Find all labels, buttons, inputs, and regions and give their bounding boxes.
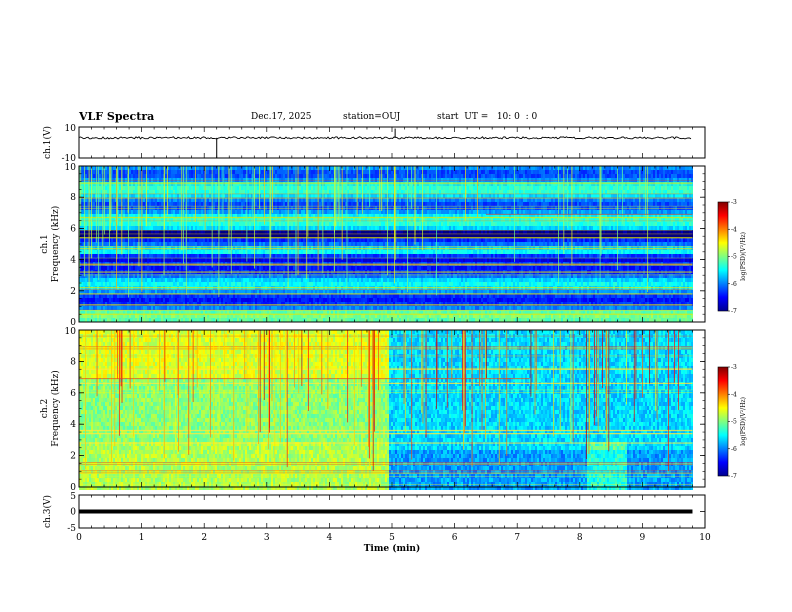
y-axis-label-channel: ch.2 (40, 399, 50, 418)
y-tick-label: 6 (70, 224, 76, 234)
y-tick-label: 0 (70, 508, 76, 518)
x-tick-label: 2 (201, 533, 207, 543)
colorbar-tick-label: -7 (731, 473, 737, 480)
y-tick-label: 10 (65, 124, 77, 134)
y-axis-label-frequency: Frequency (kHz) (50, 370, 61, 447)
x-tick-label: 7 (514, 533, 520, 543)
y-tick-label: 4 (70, 256, 76, 266)
y-tick-label: 10 (65, 163, 77, 173)
colorbar-tick-label: -3 (731, 199, 737, 206)
y-tick-label: 2 (70, 452, 76, 462)
x-axis-label: Time (min) (364, 543, 421, 554)
x-tick-label: 10 (699, 533, 711, 543)
y-tick-label: 2 (70, 287, 76, 297)
y-tick-label: 6 (70, 389, 76, 399)
start-time-label: start UT = 10: 0 : 0 (437, 112, 537, 122)
colorbar-tick-label: -6 (731, 446, 737, 453)
ch1-trace (78, 136, 692, 140)
figure-title: VLF Spectra (79, 110, 154, 123)
x-tick-label: 9 (640, 533, 646, 543)
colorbar-tick-label: -4 (731, 391, 737, 398)
y-axis-label: ch.3(V) (42, 495, 53, 528)
colorbar-tick-label: -3 (731, 364, 737, 371)
colorbar (717, 366, 729, 477)
date-label: Dec.17, 2025 (251, 112, 312, 122)
y-axis-label-channel: ch.1 (40, 234, 50, 253)
colorbar (717, 201, 729, 312)
y-tick-label: -10 (62, 154, 77, 164)
colorbar-tick-label: -5 (731, 419, 737, 426)
colorbar-tick-label: -6 (731, 281, 737, 288)
y-tick-label: 0 (70, 318, 76, 328)
colorbar-tick-label: -7 (731, 308, 737, 315)
y-tick-label: 8 (70, 193, 76, 203)
x-tick-label: 0 (76, 533, 82, 543)
x-tick-label: 8 (577, 533, 583, 543)
x-tick-label: 5 (389, 533, 395, 543)
colorbar-tick-label: -5 (731, 254, 737, 261)
y-axis-label: ch.1(V) (42, 126, 53, 159)
y-tick-label: 5 (70, 492, 76, 502)
y-tick-label: 10 (65, 327, 77, 337)
x-tick-label: 6 (452, 533, 458, 543)
station-label: station=OUJ (343, 112, 400, 122)
x-tick-label: 4 (327, 533, 333, 543)
colorbar-label: log(PSD)(V²/Hz) (740, 397, 747, 446)
y-tick-label: -5 (67, 524, 76, 534)
x-tick-label: 3 (264, 533, 270, 543)
y-axis-label-frequency: Frequency (kHz) (50, 206, 61, 283)
x-tick-label: 1 (139, 533, 145, 543)
colorbar-tick-label: -4 (731, 226, 737, 233)
y-tick-label: 0 (70, 483, 76, 493)
y-tick-label: 8 (70, 357, 76, 367)
y-tick-label: 4 (70, 420, 76, 430)
colorbar-label: log(PSD)(V²/Hz) (740, 232, 747, 281)
